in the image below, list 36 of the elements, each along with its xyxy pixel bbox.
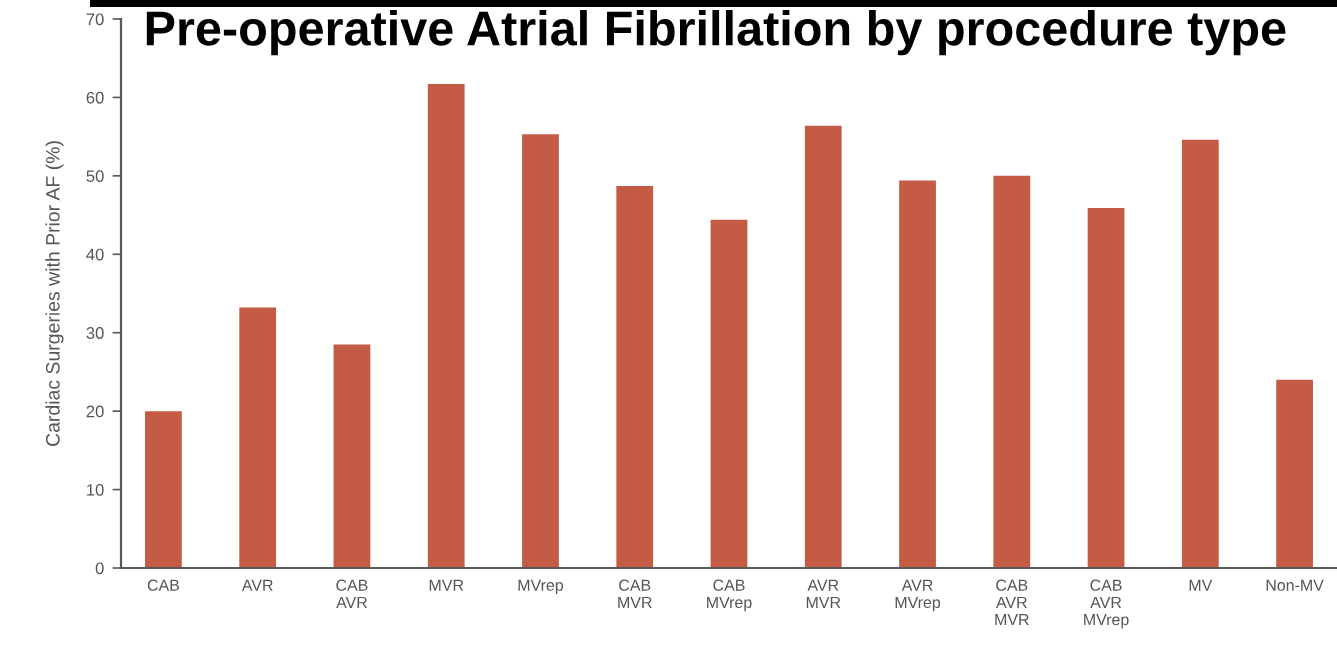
x-tick-label: AVR (241, 579, 273, 591)
x-tick-label: CAB AVR MVrep (1084, 579, 1129, 629)
y-tick-label: 50 (86, 170, 104, 183)
x-tick-label: AVR MVrep (895, 579, 941, 612)
bar (899, 180, 936, 568)
y-tick-label: 10 (87, 483, 104, 496)
bar (1276, 379, 1313, 568)
x-tick-label: CAB (147, 579, 179, 591)
bar (239, 307, 277, 568)
y-tick-label: 0 (95, 562, 104, 575)
bar (522, 134, 559, 568)
y-tick-label: 20 (86, 405, 104, 418)
chart-title: Pre-operative Atrial Fibrillation by procedure type (146, 10, 1286, 56)
x-tick-label: MVR (429, 579, 464, 591)
x-tick-label: MVrep (518, 579, 564, 594)
x-tick-label: CAB AVR (336, 579, 368, 608)
y-tick-label: 40 (86, 248, 104, 261)
bar (804, 125, 842, 568)
bar (993, 175, 1031, 568)
y-tick-label: 70 (86, 13, 104, 26)
bar (616, 186, 654, 568)
x-tick-label: Non-MV (1266, 579, 1324, 591)
bar (1087, 208, 1125, 568)
bar (710, 219, 748, 568)
bar (333, 344, 371, 568)
x-tick-label: AVR MVR (806, 579, 841, 608)
x-tick-label: MV (1189, 579, 1213, 591)
y-tick-label: 60 (86, 91, 104, 104)
bar (427, 84, 465, 568)
x-tick-label: CAB MVR (618, 579, 652, 608)
bar (145, 411, 182, 568)
y-axis-title: Cardiac Surgeries with Prior AF (%) (45, 141, 64, 446)
x-tick-label: CAB AVR MVR (995, 579, 1029, 626)
y-tick-label: 30 (86, 327, 104, 339)
x-tick-label: CAB MVrep (707, 579, 752, 612)
bar (1181, 139, 1219, 568)
